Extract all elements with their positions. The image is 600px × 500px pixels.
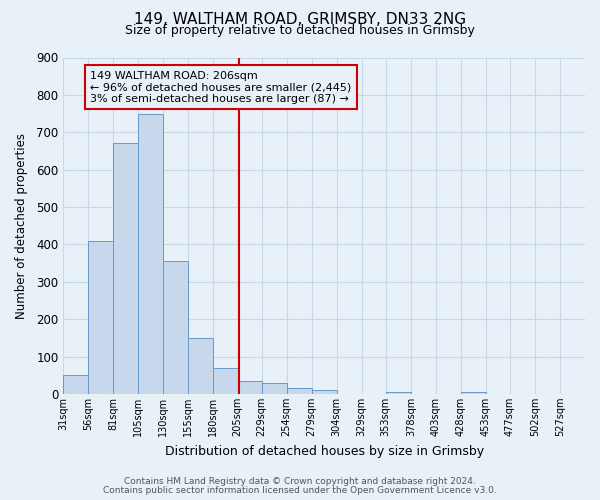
Text: 149, WALTHAM ROAD, GRIMSBY, DN33 2NG: 149, WALTHAM ROAD, GRIMSBY, DN33 2NG — [134, 12, 466, 26]
Bar — [137, 114, 163, 394]
Y-axis label: Number of detached properties: Number of detached properties — [15, 132, 28, 318]
Text: Size of property relative to detached houses in Grimsby: Size of property relative to detached ho… — [125, 24, 475, 37]
Text: Contains HM Land Registry data © Crown copyright and database right 2024.: Contains HM Land Registry data © Crown c… — [124, 478, 476, 486]
X-axis label: Distribution of detached houses by size in Grimsby: Distribution of detached houses by size … — [164, 444, 484, 458]
Bar — [386, 392, 411, 394]
Bar — [88, 240, 113, 394]
Text: 149 WALTHAM ROAD: 206sqm
← 96% of detached houses are smaller (2,445)
3% of semi: 149 WALTHAM ROAD: 206sqm ← 96% of detach… — [91, 70, 352, 104]
Text: Contains public sector information licensed under the Open Government Licence v3: Contains public sector information licen… — [103, 486, 497, 495]
Bar — [188, 338, 212, 394]
Bar — [262, 382, 287, 394]
Bar — [212, 368, 238, 394]
Bar — [287, 388, 312, 394]
Bar — [238, 381, 262, 394]
Bar — [312, 390, 337, 394]
Bar — [113, 144, 137, 394]
Bar — [64, 375, 88, 394]
Bar — [461, 392, 486, 394]
Bar — [163, 261, 188, 394]
